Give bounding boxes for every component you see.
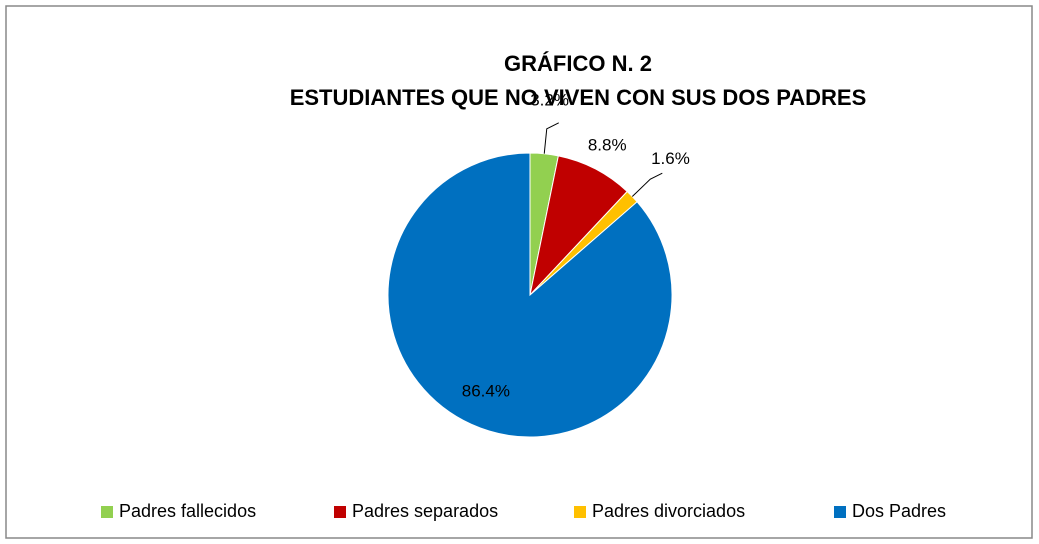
leader-line [631,172,663,197]
legend-swatch [574,506,586,518]
legend-swatch [101,506,113,518]
data-label: 3.2% [530,90,569,109]
legend-label: Padres fallecidos [119,501,256,521]
leader-line [543,122,559,154]
legend-swatch [334,506,346,518]
legend-label: Padres divorciados [592,501,745,521]
chart-title: ESTUDIANTES QUE NO VIVEN CON SUS DOS PAD… [290,85,867,110]
chart-title: GRÁFICO N. 2 [504,51,652,76]
pie-slice [387,152,673,438]
legend-label: Padres separados [352,501,498,521]
data-label: 86.4% [462,381,510,400]
legend-swatch [834,506,846,518]
data-label: 8.8% [588,135,627,154]
legend-label: Dos Padres [852,501,946,521]
data-label: 1.6% [651,149,690,168]
